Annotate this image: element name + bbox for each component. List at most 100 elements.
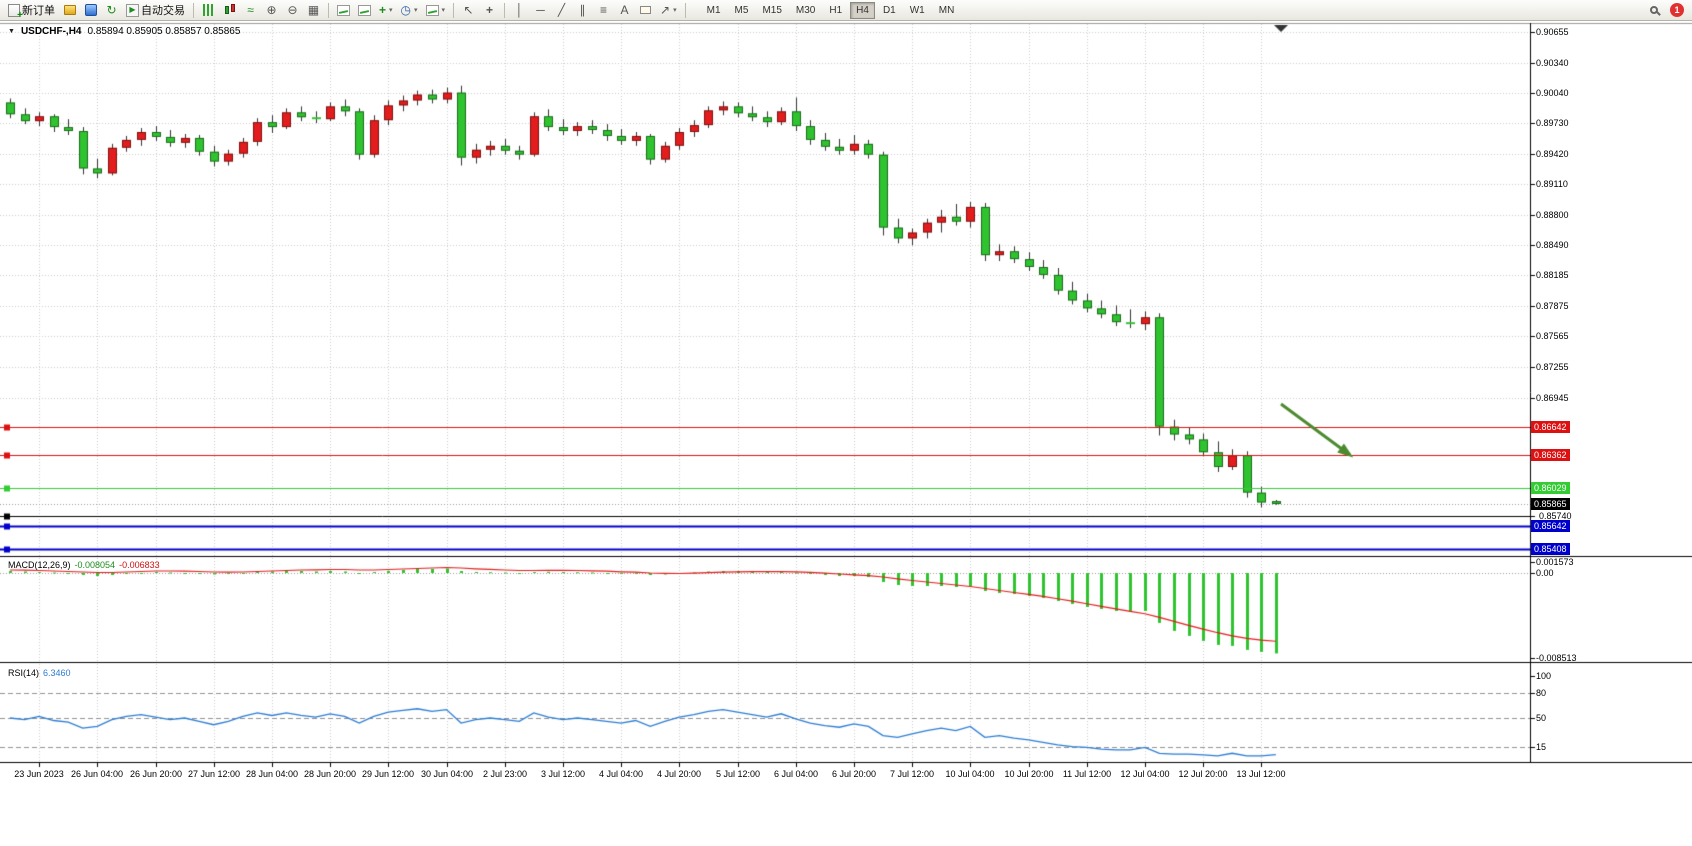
play-icon: ▶ bbox=[129, 5, 136, 14]
zoom-in-icon: ⊕ bbox=[266, 3, 277, 17]
arrow-tool-icon: ↗ bbox=[660, 3, 671, 17]
time-axis-label: 13 Jul 12:00 bbox=[1236, 769, 1286, 779]
bar-chart-type-button[interactable] bbox=[198, 1, 219, 20]
tile-windows-button[interactable]: ▦ bbox=[303, 1, 324, 20]
market-watch-button[interactable] bbox=[80, 1, 101, 20]
label-tool-button[interactable] bbox=[635, 1, 656, 20]
price-scale-label: 0.87565 bbox=[1536, 331, 1569, 341]
macd-indicator-label: MACD(12,26,9) -0.008054 -0.006833 bbox=[8, 560, 160, 570]
horizontal-line-tool-button[interactable]: ─ bbox=[530, 1, 551, 20]
time-axis-label: 28 Jun 04:00 bbox=[245, 769, 299, 779]
fibonacci-tool-button[interactable]: ≡ bbox=[593, 1, 614, 20]
chart-title: ▼ USDCHF-,H4 0.85894 0.85905 0.85857 0.8… bbox=[8, 26, 240, 37]
new-order-button[interactable]: 新订单 bbox=[4, 1, 59, 21]
time-axis-label: 26 Jun 04:00 bbox=[70, 769, 124, 779]
time-axis-label: 6 Jul 20:00 bbox=[831, 769, 877, 779]
price-scale-label: 0.88185 bbox=[1536, 270, 1569, 280]
chevron-down-icon: ▾ bbox=[673, 7, 677, 14]
search-button[interactable] bbox=[1645, 1, 1666, 20]
indicator-window-2-button[interactable] bbox=[354, 1, 375, 20]
price-tag: 0.86362 bbox=[1531, 449, 1570, 461]
timeframe-button-m30[interactable]: M30 bbox=[795, 4, 816, 16]
timeframe-button-w1[interactable]: W1 bbox=[909, 4, 925, 16]
autotrade-label: 自动交易 bbox=[141, 5, 185, 17]
price-scale-label: 0.89730 bbox=[1536, 118, 1569, 128]
timeframe-button-d1[interactable]: D1 bbox=[882, 4, 896, 16]
time-axis-label: 30 Jun 04:00 bbox=[420, 769, 474, 779]
timeframe-button-m1[interactable]: M1 bbox=[706, 4, 721, 16]
trendline-tool-button[interactable]: ╱ bbox=[551, 1, 572, 20]
notifications-button[interactable]: 1 bbox=[1666, 1, 1688, 20]
candlestick-chart-type-button[interactable] bbox=[219, 1, 240, 20]
timeframe-button-m15[interactable]: M15 bbox=[762, 4, 782, 16]
arrows-tool-button[interactable]: ↗ ▾ bbox=[656, 1, 681, 20]
notification-badge: 1 bbox=[1670, 3, 1684, 17]
navigator-button[interactable]: ↻ bbox=[101, 1, 122, 20]
toolbar-separator bbox=[684, 2, 686, 18]
chart-canvas[interactable] bbox=[0, 21, 1692, 846]
price-scale-label: 0.90340 bbox=[1536, 58, 1569, 68]
time-axis-label: 26 Jun 20:00 bbox=[129, 769, 183, 779]
profiles-button[interactable] bbox=[59, 1, 80, 20]
time-axis-label: 27 Jun 12:00 bbox=[187, 769, 241, 779]
zoom-in-button[interactable]: ⊕ bbox=[261, 1, 282, 20]
autotrade-button[interactable]: ▶ 自动交易 bbox=[122, 1, 189, 20]
macd-main-value: -0.008054 bbox=[74, 560, 116, 570]
zoom-out-icon: ⊖ bbox=[287, 3, 298, 17]
toolbar-separator bbox=[328, 2, 329, 18]
time-axis-label: 7 Jul 12:00 bbox=[889, 769, 935, 779]
price-scale-label: 0.90655 bbox=[1536, 27, 1569, 37]
profiles-icon bbox=[63, 5, 76, 15]
channel-tool-button[interactable]: ∥ bbox=[572, 1, 593, 20]
text-tool-button[interactable]: A bbox=[614, 1, 635, 20]
macd-name: MACD(12,26,9) bbox=[8, 560, 71, 570]
templates-button[interactable]: ▾ bbox=[422, 1, 450, 20]
macd-scale-label: 0.001573 bbox=[1536, 557, 1574, 567]
line-chart-type-button[interactable]: ≈ bbox=[240, 1, 261, 20]
rsi-scale-label: 50 bbox=[1536, 713, 1547, 723]
trendline-icon: ╱ bbox=[557, 3, 566, 17]
timeframe-button-m5[interactable]: M5 bbox=[734, 4, 749, 16]
zoom-out-button[interactable]: ⊖ bbox=[282, 1, 303, 20]
quick-trade-collapse-icon[interactable]: ▼ bbox=[8, 28, 15, 35]
bar-chart-icon bbox=[202, 4, 215, 16]
macd-scale-label: 0.00 bbox=[1536, 568, 1554, 578]
time-axis-label: 10 Jul 20:00 bbox=[1004, 769, 1054, 779]
text-label-icon bbox=[640, 6, 652, 14]
chevron-down-icon: ▾ bbox=[389, 7, 393, 14]
timeframe-button-mn[interactable]: MN bbox=[938, 4, 955, 16]
time-axis-label: 2 Jul 23:00 bbox=[482, 769, 528, 779]
time-axis-label: 23 Jun 2023 bbox=[14, 769, 64, 779]
rsi-indicator-label: RSI(14) 6.3460 bbox=[8, 668, 71, 678]
toolbar: 新订单 ↻ ▶ 自动交易 ≈ ⊕ ⊖ ▦ + ▾ ◷ ▾ bbox=[0, 0, 1692, 21]
crosshair-icon: + bbox=[486, 3, 494, 17]
price-scale-label: 0.87255 bbox=[1536, 362, 1569, 372]
add-indicator-button[interactable]: + ▾ bbox=[375, 1, 397, 20]
timeframe-button-h1[interactable]: H1 bbox=[829, 4, 843, 16]
time-axis-label: 5 Jul 12:00 bbox=[715, 769, 761, 779]
plus-icon: + bbox=[379, 3, 387, 17]
crosshair-tool-button[interactable]: + bbox=[479, 1, 500, 20]
vertical-line-tool-button[interactable]: │ bbox=[509, 1, 530, 20]
time-axis-label: 10 Jul 04:00 bbox=[945, 769, 995, 779]
time-axis-label: 29 Jun 12:00 bbox=[361, 769, 415, 779]
time-axis-label: 11 Jul 12:00 bbox=[1062, 769, 1112, 779]
macd-scale-label: -0.008513 bbox=[1536, 653, 1577, 663]
price-scale-label: 0.88800 bbox=[1536, 210, 1569, 220]
channel-icon: ∥ bbox=[579, 3, 586, 17]
time-axis-label: 3 Jul 12:00 bbox=[540, 769, 586, 779]
candlestick-icon bbox=[224, 3, 236, 17]
macd-signal-value: -0.006833 bbox=[119, 560, 160, 570]
toolbar-separator bbox=[193, 2, 194, 18]
time-axis-label: 4 Jul 04:00 bbox=[598, 769, 644, 779]
timeframe-button-h4[interactable]: H4 bbox=[850, 1, 875, 19]
indicator-window-button[interactable] bbox=[333, 1, 354, 20]
cursor-tool-button[interactable]: ↖ bbox=[458, 1, 479, 20]
price-tag: 0.85408 bbox=[1531, 543, 1570, 555]
vertical-line-icon: │ bbox=[515, 3, 524, 17]
periods-button[interactable]: ◷ ▾ bbox=[397, 1, 422, 20]
fibonacci-icon: ≡ bbox=[600, 3, 608, 17]
time-axis-label: 12 Jul 04:00 bbox=[1120, 769, 1170, 779]
rsi-name: RSI(14) bbox=[8, 668, 40, 678]
